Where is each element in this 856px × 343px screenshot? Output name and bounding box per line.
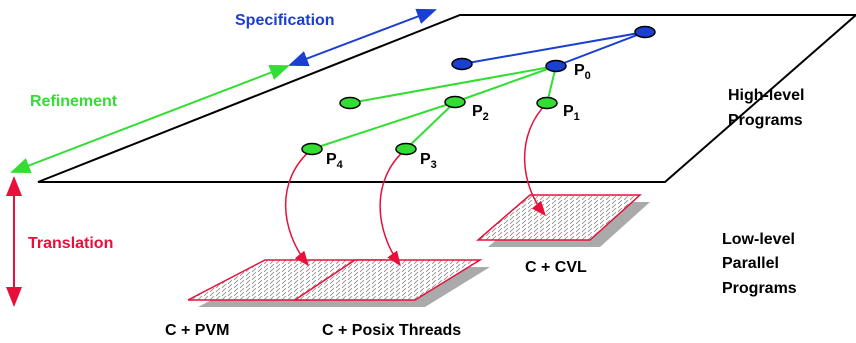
low-level-planes — [187, 194, 650, 307]
high-level-label: High-level — [728, 87, 804, 104]
node-label: P0 — [574, 62, 591, 82]
specification-label: Specification — [235, 12, 335, 29]
node-label: P1 — [563, 103, 580, 123]
translation-label: Translation — [28, 235, 113, 252]
nodes — [301, 25, 656, 156]
refinement-arrow — [10, 64, 290, 174]
low-level-label: Low-level — [722, 231, 795, 248]
node-label: P3 — [420, 151, 437, 171]
platform-label: C + PVM — [165, 322, 229, 339]
platform-label: C + Posix Threads — [322, 322, 461, 339]
node-label: P4 — [326, 151, 344, 171]
refinement-label: Refinement — [30, 93, 118, 110]
node-label: P2 — [472, 103, 489, 123]
high-level-label: Programs — [728, 112, 803, 129]
edges — [311, 31, 646, 150]
low-level-label: Parallel — [722, 255, 779, 272]
translation-arrows — [284, 102, 548, 267]
low-level-label: Programs — [722, 280, 797, 297]
platform-label: C + CVL — [525, 259, 587, 276]
specification-arrow — [288, 8, 437, 67]
